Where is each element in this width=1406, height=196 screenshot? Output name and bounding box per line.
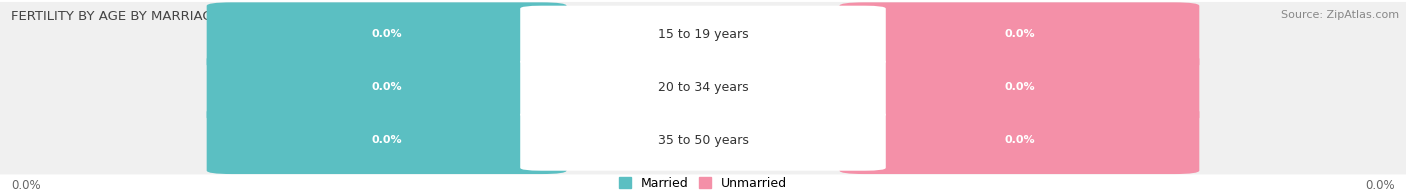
FancyBboxPatch shape bbox=[520, 112, 886, 171]
Legend: Married, Unmarried: Married, Unmarried bbox=[619, 177, 787, 190]
Text: 0.0%: 0.0% bbox=[1004, 135, 1035, 145]
Text: 0.0%: 0.0% bbox=[1365, 179, 1395, 192]
Text: 0.0%: 0.0% bbox=[11, 179, 41, 192]
Text: 15 to 19 years: 15 to 19 years bbox=[658, 28, 748, 41]
FancyBboxPatch shape bbox=[520, 6, 886, 65]
Text: 0.0%: 0.0% bbox=[371, 135, 402, 145]
FancyBboxPatch shape bbox=[0, 2, 1406, 69]
Text: Source: ZipAtlas.com: Source: ZipAtlas.com bbox=[1281, 10, 1399, 20]
FancyBboxPatch shape bbox=[207, 108, 567, 174]
Text: 0.0%: 0.0% bbox=[371, 82, 402, 92]
FancyBboxPatch shape bbox=[207, 55, 567, 121]
FancyBboxPatch shape bbox=[839, 108, 1199, 174]
Text: 0.0%: 0.0% bbox=[1004, 82, 1035, 92]
Text: 0.0%: 0.0% bbox=[1004, 29, 1035, 39]
Text: 35 to 50 years: 35 to 50 years bbox=[658, 134, 748, 147]
FancyBboxPatch shape bbox=[839, 55, 1199, 121]
Text: 0.0%: 0.0% bbox=[371, 29, 402, 39]
FancyBboxPatch shape bbox=[0, 55, 1406, 122]
FancyBboxPatch shape bbox=[0, 108, 1406, 174]
FancyBboxPatch shape bbox=[520, 59, 886, 118]
Text: 20 to 34 years: 20 to 34 years bbox=[658, 81, 748, 94]
FancyBboxPatch shape bbox=[839, 2, 1199, 68]
FancyBboxPatch shape bbox=[207, 2, 567, 68]
Text: FERTILITY BY AGE BY MARRIAGE STATUS IN ZIP CODE 95944: FERTILITY BY AGE BY MARRIAGE STATUS IN Z… bbox=[11, 10, 406, 23]
